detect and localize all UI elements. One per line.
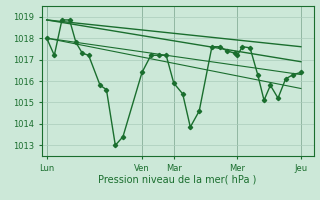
- X-axis label: Pression niveau de la mer( hPa ): Pression niveau de la mer( hPa ): [99, 174, 257, 184]
